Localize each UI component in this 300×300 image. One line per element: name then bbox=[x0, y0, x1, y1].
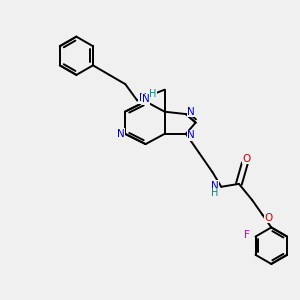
Text: F: F bbox=[244, 230, 250, 240]
Text: O: O bbox=[242, 154, 250, 164]
Text: H: H bbox=[149, 89, 156, 99]
Text: N: N bbox=[211, 181, 219, 190]
Text: N: N bbox=[187, 130, 195, 140]
Text: H: H bbox=[211, 188, 218, 198]
Text: N: N bbox=[187, 107, 195, 117]
Text: N: N bbox=[117, 129, 124, 139]
Text: O: O bbox=[265, 213, 273, 223]
Text: N: N bbox=[142, 94, 149, 104]
Text: N: N bbox=[139, 93, 146, 103]
